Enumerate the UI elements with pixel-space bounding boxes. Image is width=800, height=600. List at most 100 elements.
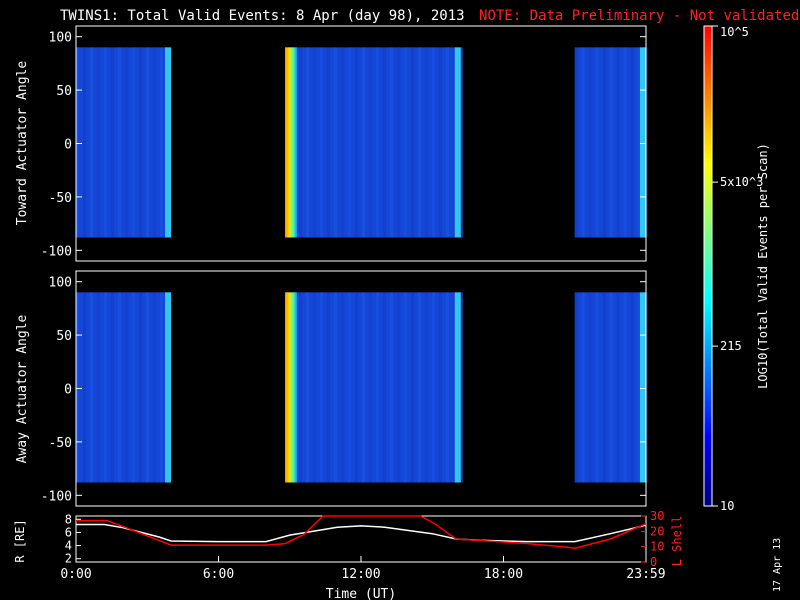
time-axis-label: Time (UT)	[326, 587, 396, 600]
date-stamp: 17 Apr 13	[772, 537, 783, 592]
y-tick-label: 0	[64, 138, 72, 153]
colorbar-label: LOG10(Total Valid Events per Scan)	[756, 143, 770, 389]
radius-line	[76, 523, 647, 543]
heatmap-stripe	[160, 292, 163, 483]
heatmap-stripe	[139, 292, 142, 483]
heatmap-stripe	[439, 292, 442, 483]
heatmap-stripe	[588, 47, 592, 238]
heatmap-stripe	[83, 292, 86, 483]
heatmap-stripe	[446, 47, 449, 238]
heatmap-stripe	[132, 292, 135, 483]
heatmap-stripe	[432, 292, 435, 483]
heatmap-stripe	[341, 47, 344, 238]
heatmap-trailing-edge	[165, 292, 171, 483]
lshell-tick-label: 20	[650, 524, 664, 538]
heatmap-stripe	[299, 47, 302, 238]
heatmap-trailing-edge	[640, 292, 646, 483]
heatmap-stripe	[595, 47, 599, 238]
heatmap-stripe	[76, 47, 79, 238]
heatmap-stripe	[118, 292, 121, 483]
heatmap-stripe	[132, 47, 135, 238]
heatmap-stripe	[90, 292, 93, 483]
heatmap-stripe	[425, 292, 428, 483]
heatmap-stripe	[390, 292, 393, 483]
heatmap-stripe	[362, 47, 365, 238]
away-axis-label: Away Actuator Angle	[15, 314, 30, 463]
preliminary-note: NOTE: Data Preliminary - Not validated	[479, 8, 800, 24]
heatmap-stripe	[153, 292, 156, 483]
heatmap-stripe	[453, 47, 456, 238]
y-tick-label: -50	[49, 191, 72, 206]
heatmap-stripe	[630, 47, 634, 238]
colorbar-tick-label: 10	[720, 499, 734, 513]
heatmap-stripe	[83, 47, 86, 238]
heatmap-stripe	[334, 292, 337, 483]
heatmap-stripe	[306, 47, 309, 238]
heatmap-stripe	[411, 47, 414, 238]
heatmap-stripe	[460, 47, 463, 238]
lshell-tick-label: 10	[650, 540, 664, 554]
heatmap-stripe	[411, 292, 414, 483]
heatmap-stripe	[90, 47, 93, 238]
away-panel: 100 50 0 -50 -100 Away Actuator Angle	[15, 270, 648, 507]
heatmap-bright-edge	[285, 47, 297, 238]
heatmap-stripe	[602, 292, 606, 483]
time-tick-label: 18:00	[484, 567, 523, 582]
heatmap-stripe	[111, 292, 114, 483]
heatmap-stripe	[404, 47, 407, 238]
heatmap-stripe	[383, 292, 386, 483]
heatmap-stripe	[160, 47, 163, 238]
heatmap-stripe	[432, 47, 435, 238]
heatmap-stripe	[609, 47, 613, 238]
y-tick-label: -50	[49, 436, 72, 451]
heatmap-stripe	[146, 292, 149, 483]
colorbar-frame	[703, 25, 713, 507]
y-tick-label: 100	[49, 31, 72, 46]
heatmap-stripe	[418, 292, 421, 483]
heatmap-stripe	[146, 47, 149, 238]
heatmap-stripe	[306, 292, 309, 483]
toward-panel: 100 50 0 -50 -100 Toward Actuator Angle	[15, 25, 648, 262]
colorbar-tick-label: 5x10^3	[720, 175, 763, 189]
heatmap-stripe	[630, 292, 634, 483]
heatmap-stripe	[104, 292, 107, 483]
lshell-axis-label: L Shell	[670, 516, 684, 567]
heatmap-stripe	[125, 47, 128, 238]
heatmap-stripe	[453, 292, 456, 483]
heatmap-stripe	[404, 292, 407, 483]
heatmap-stripe	[355, 292, 358, 483]
heatmap-stripe	[327, 292, 330, 483]
heatmap-stripe	[369, 47, 372, 238]
heatmap-stripe	[341, 292, 344, 483]
heatmap-stripe	[362, 292, 365, 483]
heatmap-stripe	[425, 47, 428, 238]
heatmap-stripe	[104, 47, 107, 238]
heatmap-stripe	[76, 292, 79, 483]
heatmap-stripe	[348, 47, 351, 238]
heatmap-stripe	[139, 47, 142, 238]
colorbar-tick-label: 10^5	[720, 25, 749, 39]
time-tick-label: 0:00	[60, 567, 91, 582]
time-tick-label: 6:00	[203, 567, 234, 582]
time-tick-label: 23:59	[626, 567, 665, 582]
y-tick-label: -100	[41, 244, 72, 259]
heatmap-stripe	[637, 47, 641, 238]
radius-tick-label: 8	[65, 512, 72, 526]
radius-tick-label: 4	[65, 539, 72, 553]
heatmap-stripe	[418, 47, 421, 238]
heatmap-stripe	[609, 292, 613, 483]
heatmap-trailing-edge	[454, 47, 461, 238]
colorbar-gradient	[704, 26, 712, 506]
heatmap-stripe	[574, 47, 578, 238]
heatmap-stripe	[111, 47, 114, 238]
heatmap-trailing-edge	[165, 47, 171, 238]
heatmap-stripe	[383, 47, 386, 238]
heatmap-stripe	[355, 47, 358, 238]
heatmap-stripe	[446, 292, 449, 483]
heatmap-stripe	[397, 292, 400, 483]
heatmap-stripe	[369, 292, 372, 483]
heatmap-stripe	[97, 47, 100, 238]
lshell-tick-label: 30	[650, 509, 664, 523]
heatmap-stripe	[299, 292, 302, 483]
